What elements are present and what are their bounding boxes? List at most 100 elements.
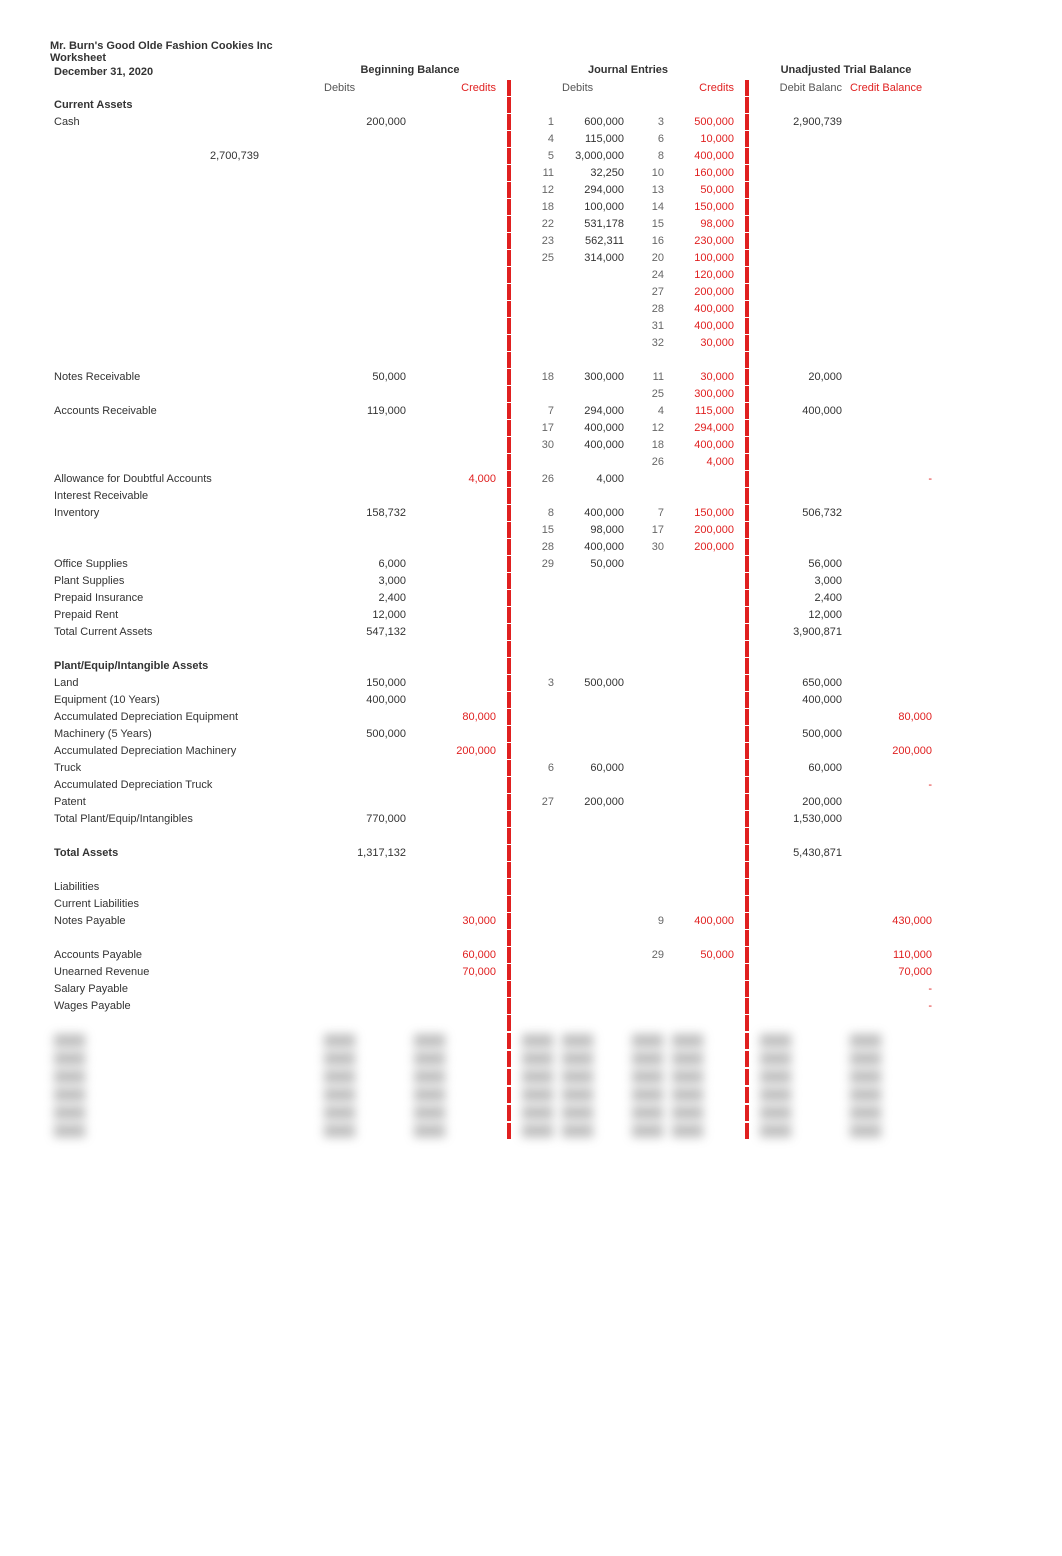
je-debit (558, 630, 628, 634)
trial-debit (756, 664, 846, 668)
je-debit-ref (518, 290, 558, 294)
head-je-debits: Debits (558, 80, 628, 96)
je-credit (668, 851, 738, 855)
je-debit (558, 919, 628, 923)
je-credit: 150,000 (668, 505, 738, 521)
worksheet-grid: Debits Credits Debits Credits Debit Bala… (50, 80, 1012, 1031)
je-credit: 98,000 (668, 216, 738, 232)
row-label (50, 307, 320, 311)
je-debit: 200,000 (558, 794, 628, 810)
je-debit (558, 613, 628, 617)
beg-credit (410, 426, 500, 430)
title-line-3: December 31, 2020 (50, 64, 320, 80)
beg-debit: 50,000 (320, 369, 410, 385)
je-debit: 98,000 (558, 522, 628, 538)
beg-debit: 400,000 (320, 692, 410, 708)
trial-credit (846, 137, 936, 141)
row-label (50, 545, 320, 549)
je-credit-ref: 16 (628, 233, 668, 249)
je-credit (668, 698, 738, 702)
je-credit: 300,000 (668, 386, 738, 402)
je-debit-ref: 5 (518, 148, 558, 164)
trial-debit (756, 256, 846, 260)
row-label: Interest Receivable (50, 488, 320, 504)
beg-debit: 500,000 (320, 726, 410, 742)
beg-credit (410, 222, 500, 226)
je-credit (668, 783, 738, 787)
je-credit: 120,000 (668, 267, 738, 283)
je-debit (558, 885, 628, 889)
je-credit-ref: 20 (628, 250, 668, 266)
je-credit-ref: 8 (628, 148, 668, 164)
beg-debit (320, 460, 410, 464)
je-debit-ref: 23 (518, 233, 558, 249)
je-credit-ref: 25 (628, 386, 668, 402)
beg-credit: 60,000 (410, 947, 500, 963)
beg-debit (320, 885, 410, 889)
je-debit-ref (518, 324, 558, 328)
trial-debit (756, 953, 846, 957)
beg-credit: 80,000 (410, 709, 500, 725)
head-beg-credits: Credits (410, 80, 500, 96)
beg-credit: 200,000 (410, 743, 500, 759)
beg-credit (410, 528, 500, 532)
je-credit: 10,000 (668, 131, 738, 147)
je-debit-ref (518, 783, 558, 787)
beg-debit (320, 528, 410, 532)
je-credit-ref (628, 494, 668, 498)
beg-debit (320, 494, 410, 498)
beg-credit (410, 154, 500, 158)
trial-debit: 60,000 (756, 760, 846, 776)
je-credit: 150,000 (668, 199, 738, 215)
beg-debit: 6,000 (320, 556, 410, 572)
trial-credit (846, 290, 936, 294)
trial-debit (756, 477, 846, 481)
trial-credit (846, 375, 936, 379)
head-trial-credit: Credit Balance (846, 80, 936, 96)
je-debit (558, 987, 628, 991)
trial-debit: 2,400 (756, 590, 846, 606)
je-debit (558, 341, 628, 345)
je-credit-ref: 18 (628, 437, 668, 453)
trial-credit (846, 885, 936, 889)
beg-debit (320, 205, 410, 209)
je-credit (668, 562, 738, 566)
trial-debit (756, 137, 846, 141)
je-credit-ref (628, 766, 668, 770)
beg-debit: 770,000 (320, 811, 410, 827)
beg-credit (410, 375, 500, 379)
row-label: Plant Supplies (50, 573, 320, 589)
je-debit: 400,000 (558, 437, 628, 453)
je-credit (668, 681, 738, 685)
je-credit-ref (628, 477, 668, 481)
beg-debit (320, 154, 410, 158)
trial-debit (756, 307, 846, 311)
trial-credit (846, 596, 936, 600)
je-debit: 531,178 (558, 216, 628, 232)
je-debit: 600,000 (558, 114, 628, 130)
je-debit-ref (518, 817, 558, 821)
worksheet-title-block: Mr. Burn's Good Olde Fashion Cookies Inc… (50, 40, 1012, 64)
je-debit (558, 970, 628, 974)
je-credit (668, 715, 738, 719)
row-label: Inventory (50, 505, 320, 521)
je-debit: 400,000 (558, 420, 628, 436)
je-debit (558, 579, 628, 583)
je-debit-ref (518, 579, 558, 583)
beg-credit (410, 885, 500, 889)
trial-credit (846, 426, 936, 430)
je-credit-ref (628, 970, 668, 974)
trial-debit (756, 1004, 846, 1008)
row-label: Accumulated Depreciation Truck (50, 777, 320, 793)
trial-credit (846, 205, 936, 209)
divider-1 (500, 80, 518, 96)
row-label: Total Assets (50, 845, 320, 861)
beg-credit (410, 732, 500, 736)
je-debit-ref: 6 (518, 760, 558, 776)
je-credit: 400,000 (668, 437, 738, 453)
trial-debit: 506,732 (756, 505, 846, 521)
trial-debit (756, 426, 846, 430)
beg-debit: 12,000 (320, 607, 410, 623)
row-label: Current Assets (50, 97, 320, 113)
je-debit-ref: 8 (518, 505, 558, 521)
